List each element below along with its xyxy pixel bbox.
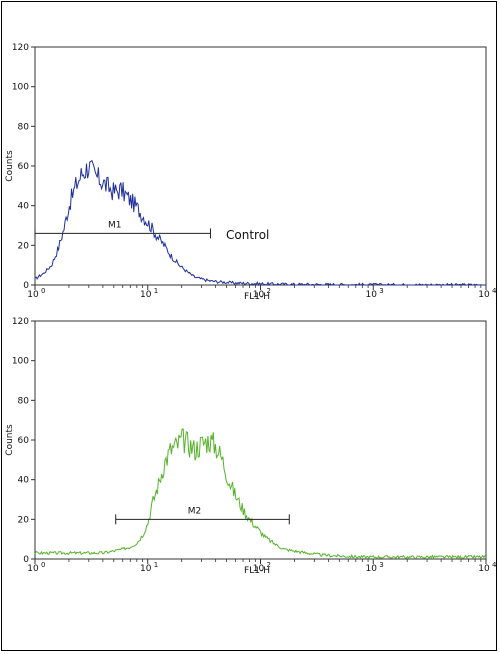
- x-tick-label: 10: [140, 290, 152, 300]
- plot-area-2: [34, 320, 487, 560]
- y-tick-label: 100: [12, 357, 29, 367]
- x-tick-exponent: 2: [267, 561, 271, 569]
- x-tick-label: 10: [253, 290, 265, 300]
- y-tick-label: 60: [18, 436, 30, 446]
- x-tick-label: 10: [140, 564, 152, 574]
- x-tick-exponent: 2: [267, 287, 271, 295]
- y-tick-label: 40: [18, 202, 30, 212]
- y-axis-label-1: Counts: [5, 150, 15, 182]
- x-ticks-1: 10 0 10 1 10 2 10 3 10 4: [27, 285, 497, 300]
- x-tick-exponent: 0: [41, 287, 45, 295]
- y-tick-label: 40: [18, 476, 30, 486]
- x-tick-exponent: 0: [41, 561, 45, 569]
- y-tick-label: 120: [12, 43, 29, 53]
- series-line-control: [34, 159, 486, 287]
- marker-label: M1: [108, 220, 122, 230]
- marker-bar-m2: M2: [115, 506, 290, 525]
- y-tick-label: 80: [18, 122, 30, 132]
- x-axis-label-2: FL1-H: [244, 566, 270, 576]
- y-ticks-2: 0 20 40 60 80 100 120: [12, 317, 35, 565]
- series-line-sample: [34, 428, 487, 560]
- y-tick-label: 60: [18, 162, 30, 172]
- y-tick-label: 120: [12, 317, 29, 327]
- y-tick-label: 0: [23, 555, 29, 565]
- marker-bar-m1: M1: [34, 220, 211, 239]
- x-tick-label: 10: [478, 564, 490, 574]
- x-ticks-2: 10 0 10 1 10 2 10 3 10 4: [27, 559, 497, 574]
- y-tick-label: 100: [12, 83, 29, 93]
- plot-area-1: [34, 46, 487, 286]
- x-tick-label: 10: [478, 290, 490, 300]
- y-tick-label: 20: [18, 241, 30, 251]
- x-tick-exponent: 1: [154, 561, 158, 569]
- y-axis-label-2: Counts: [5, 424, 15, 456]
- marker-label: M2: [188, 506, 202, 516]
- x-tick-label: 10: [253, 564, 265, 574]
- x-tick-label: 10: [366, 564, 378, 574]
- x-tick-label: 10: [27, 564, 39, 574]
- x-tick-exponent: 4: [492, 561, 497, 569]
- x-tick-exponent: 4: [492, 287, 497, 295]
- y-tick-label: 20: [18, 515, 30, 525]
- x-tick-label: 10: [27, 290, 39, 300]
- y-tick-label: 0: [23, 281, 29, 291]
- x-tick-exponent: 3: [379, 287, 383, 295]
- x-tick-label: 10: [366, 290, 378, 300]
- x-tick-exponent: 3: [379, 561, 383, 569]
- x-axis-label-1: FL1-H: [244, 292, 270, 302]
- y-ticks-1: 0 20 40 60 80 100 120: [12, 43, 35, 291]
- x-tick-exponent: 1: [154, 287, 158, 295]
- y-tick-label: 80: [18, 396, 30, 406]
- annotation-control: Control: [226, 228, 269, 242]
